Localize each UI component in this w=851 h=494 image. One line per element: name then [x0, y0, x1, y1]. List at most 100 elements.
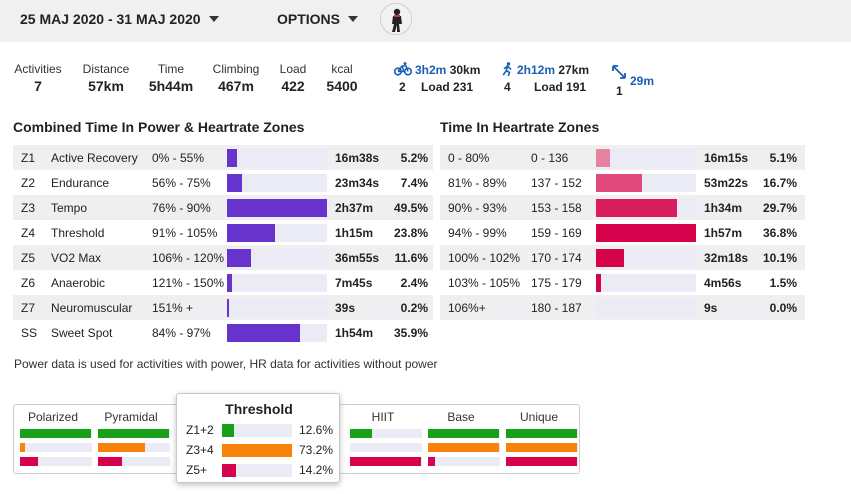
zone-range: 0% - 55% — [152, 151, 205, 165]
sport-summary-run[interactable]: 2h12m 27km 4 Load 191 — [500, 62, 592, 94]
hr-zone-bpm: 180 - 187 — [531, 301, 582, 315]
avatar[interactable] — [380, 3, 412, 35]
zone-name: VO2 Max — [51, 251, 102, 265]
zone-percent: 5.1% — [769, 151, 797, 165]
zone-id: Z7 — [21, 301, 36, 315]
zone-bar-track — [596, 274, 696, 292]
zone-range: 56% - 75% — [152, 176, 211, 190]
zone-name: Neuromuscular — [51, 301, 133, 315]
stat-time: Time 5h44m — [146, 62, 196, 94]
options-label: OPTIONS — [277, 11, 341, 27]
zone-percent: 16.7% — [762, 176, 797, 190]
bicycle-icon — [394, 62, 412, 76]
power-zones-title: Combined Time In Power & Heartrate Zones — [13, 119, 305, 135]
zone-name: Threshold — [51, 226, 105, 240]
zone-percent: 29.7% — [762, 201, 797, 215]
zone-bar-track — [227, 324, 327, 342]
card-bar-high — [506, 457, 578, 466]
zone-range: 121% - 150% — [152, 276, 225, 290]
card-bar-mid — [428, 443, 500, 452]
stat-value: 57km — [88, 78, 124, 94]
zone-time: 9s — [704, 301, 718, 315]
zone-range: 76% - 90% — [152, 201, 211, 215]
hr-zone-bar — [596, 249, 624, 267]
card-bar-fill — [20, 429, 91, 438]
card-bar-mid — [98, 443, 170, 452]
card-bar-fill — [98, 429, 169, 438]
table-row: Z4 Threshold 91% - 105% 1h15m 23.8% — [13, 220, 433, 245]
zone-bar — [227, 224, 275, 242]
stat-value: 5h44m — [148, 78, 194, 94]
threshold-row: Z3+4 73.2% — [177, 441, 341, 459]
card-bar-high — [350, 457, 422, 466]
table-row: 103% - 105% 175 - 179 4m56s 1.5% — [440, 270, 805, 295]
hr-zone-bar — [596, 199, 677, 217]
sport-load: Load 191 — [534, 80, 587, 94]
sport-load: Load 231 — [421, 80, 474, 94]
card-bar-low — [350, 429, 422, 438]
date-range-dropdown[interactable]: 25 MAJ 2020 - 31 MAJ 2020 — [20, 11, 219, 27]
zone-bar-track — [227, 199, 327, 217]
zone-bar — [227, 149, 238, 167]
stat-label: Load — [279, 62, 307, 76]
sport-summary-ride[interactable]: 3h2m 30km 2 Load 231 — [394, 62, 480, 94]
hr-zone-bpm: 137 - 152 — [531, 176, 582, 190]
threshold-row-value: 12.6% — [298, 423, 333, 437]
hr-zone-bpm: 175 - 179 — [531, 276, 582, 290]
table-row: Z2 Endurance 56% - 75% 23m34s 7.4% — [13, 170, 433, 195]
zone-bar-track — [596, 249, 696, 267]
zone-time: 53m22s — [704, 176, 749, 190]
hr-zone-bpm: 0 - 136 — [531, 151, 569, 165]
table-row: 106%+ 180 - 187 9s 0.0% — [440, 295, 805, 320]
distribution-card-polarized[interactable]: Polarized — [14, 405, 92, 473]
zone-time: 1h54m — [335, 326, 374, 340]
top-bar: 25 MAJ 2020 - 31 MAJ 2020 OPTIONS — [0, 0, 851, 42]
zone-percent: 0.2% — [400, 301, 428, 315]
distribution-card-threshold[interactable]: Threshold Z1+2 12.6% Z3+4 73.2% Z5+ 14.2… — [176, 393, 340, 483]
table-row: Z7 Neuromuscular 151% + 39s 0.2% — [13, 295, 433, 320]
card-bar-high — [428, 457, 500, 466]
expand-arrows-icon — [612, 65, 626, 79]
stat-label: Distance — [82, 62, 130, 76]
threshold-bar-fill — [222, 424, 235, 437]
zone-percent: 0.0% — [769, 301, 797, 315]
zone-bar — [227, 249, 251, 267]
zone-percent: 35.9% — [393, 326, 428, 340]
card-bar-low — [506, 429, 578, 438]
distribution-card-unique[interactable]: Unique — [500, 405, 578, 473]
hr-zone-bpm: 170 - 174 — [531, 251, 582, 265]
zone-time: 16m38s — [335, 151, 380, 165]
threshold-bar-track — [222, 424, 292, 437]
card-bar-low — [20, 429, 92, 438]
table-row: 94% - 99% 159 - 169 1h57m 36.8% — [440, 220, 805, 245]
hr-zone-range: 81% - 89% — [448, 176, 507, 190]
sport-time: 3h2m — [415, 63, 447, 77]
zone-time: 23m34s — [335, 176, 380, 190]
card-bar-low — [428, 429, 500, 438]
options-dropdown[interactable]: OPTIONS — [277, 11, 359, 27]
card-bar-fill — [20, 457, 38, 466]
hr-zone-range: 103% - 105% — [448, 276, 521, 290]
card-bar-fill — [428, 443, 499, 452]
card-bar-mid — [350, 443, 422, 452]
zone-percent: 2.4% — [400, 276, 428, 290]
card-bar-high — [20, 457, 92, 466]
chevron-down-icon — [208, 16, 219, 22]
sport-count: 4 — [504, 80, 511, 94]
zone-name: Anaerobic — [51, 276, 106, 290]
card-bar-mid — [506, 443, 578, 452]
table-row: Z1 Active Recovery 0% - 55% 16m38s 5.2% — [13, 145, 433, 170]
threshold-row: Z5+ 14.2% — [177, 461, 341, 479]
zone-id: SS — [21, 326, 38, 340]
distribution-card-hiit[interactable]: HIIT — [344, 405, 422, 473]
stat-climbing: Climbing 467m — [210, 62, 262, 94]
zone-time: 1h34m — [704, 201, 743, 215]
zone-name: Endurance — [51, 176, 110, 190]
zone-range: 84% - 97% — [152, 326, 211, 340]
sport-summary-other[interactable]: 29m 1 — [611, 64, 654, 98]
card-title: Threshold — [225, 401, 293, 417]
hr-zone-bar — [596, 149, 610, 167]
zone-bar — [227, 274, 232, 292]
distribution-card-pyramidal[interactable]: Pyramidal — [92, 405, 170, 473]
distribution-card-base[interactable]: Base — [422, 405, 500, 473]
